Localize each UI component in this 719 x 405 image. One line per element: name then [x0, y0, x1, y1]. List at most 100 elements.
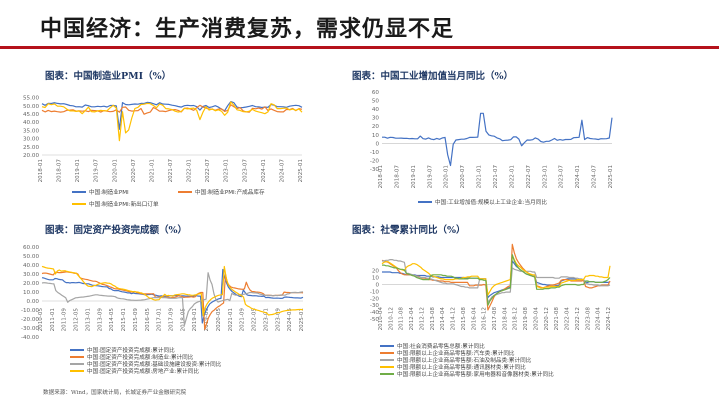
fai-xtick: 2021-01 — [228, 308, 234, 332]
pmi-xtick: 2022-01 — [187, 159, 193, 183]
retail-series-line-4 — [382, 254, 611, 306]
iva-ytick: -30 — [370, 167, 380, 173]
pmi-xtick: 2024-01 — [261, 159, 267, 183]
iva-xtick: 2021-01 — [477, 165, 483, 189]
fai-xtick: 2013-01 — [85, 308, 91, 332]
iva-xtick: 2024-07 — [592, 165, 598, 189]
fai-series-line-1 — [41, 271, 304, 331]
retail-ytick: -50 — [370, 317, 380, 323]
retail-panel-title: 图表：社零累计同比（%） — [352, 225, 466, 236]
iva-ytick: -10 — [370, 150, 380, 156]
pmi-ytick: 35.00 — [23, 128, 39, 134]
pmi-xtick: 2023-01 — [224, 159, 230, 183]
retail-xtick: 2013-08 — [430, 307, 436, 331]
title-divider — [0, 46, 719, 49]
iva-xtick: 2023-07 — [559, 165, 565, 189]
fai-ytick: 50.00 — [23, 254, 39, 260]
retail-series-line-0 — [382, 260, 611, 299]
retail-xtick: 2023-08 — [585, 307, 591, 331]
retail-xtick: 2012-12 — [419, 307, 425, 330]
pmi-legend-label: 中国:制造业PMI:新出口订单 — [89, 200, 159, 208]
fai-legend-label: 中国:固定资产投资完成额:房地产业:累计同比 — [87, 367, 199, 375]
retail-ytick: 0 — [375, 282, 379, 288]
pmi-series-line-0 — [41, 101, 303, 130]
fai-panel-title: 图表：固定资产投资完成额（%） — [45, 225, 188, 236]
iva-ytick: -20 — [370, 158, 380, 164]
retail-xtick: 2021-08 — [554, 307, 560, 331]
retail-xtick: 2014-12 — [451, 307, 457, 330]
fai-ytick: 0.00 — [27, 299, 40, 305]
pmi-series-line-2 — [41, 101, 303, 142]
fai-xtick: 2023-01 — [263, 308, 269, 332]
fai-xtick: 2021-09 — [240, 308, 246, 332]
iva-xtick: 2025-01 — [608, 165, 614, 189]
retail-ytick: 20 — [372, 269, 380, 275]
retail-xtick: 2024-12 — [606, 307, 612, 330]
pmi-panel-title: 图表：中国制造业PMI（%） — [45, 71, 172, 82]
pmi-ytick: 50.00 — [23, 104, 39, 110]
pmi-xtick: 2018-07 — [57, 159, 63, 183]
fai-xtick: 2024-05 — [287, 308, 293, 332]
fai-xtick: 2017-01 — [157, 308, 163, 332]
pmi-ytick: 40.00 — [23, 120, 39, 126]
fai-xtick: 2020-05 — [216, 308, 222, 332]
retail-legend-label: 中国:限额以上企业商品零售额:通讯器材类:累计同比 — [397, 363, 526, 371]
pmi-xtick: 2021-01 — [149, 159, 155, 183]
pmi-xtick: 2020-07 — [131, 159, 137, 183]
pmi-xtick: 2022-07 — [205, 159, 211, 183]
pmi-chart: 55.00 50.00 45.00 40.00 35.00 30.00 25.00 20.00… — [23, 96, 304, 208]
iva-ytick: 10 — [372, 133, 380, 139]
pmi-ytick: 55.00 — [23, 96, 39, 102]
iva-chart: 60 50 40 30 20 10 0 -10 -20 -30 2018-01 2018-07 2019… — [370, 90, 614, 206]
iva-xtick: 2023-01 — [542, 165, 548, 189]
iva-ytick: 60 — [372, 90, 380, 96]
pmi-xtick: 2025-01 — [298, 159, 304, 183]
iva-xtick: 2019-07 — [427, 165, 433, 189]
pmi-xtick: 2018-01 — [38, 159, 44, 183]
fai-ytick: -20.00 — [21, 317, 39, 323]
fai-xtick: 2011-01 — [50, 308, 56, 332]
retail-ytick: -10 — [370, 289, 380, 295]
retail-ytick: -30 — [370, 303, 380, 309]
retail-xtick: 2016-12 — [482, 307, 488, 330]
fai-ytick: -40.00 — [21, 335, 39, 341]
fai-xtick: 2022-05 — [252, 308, 258, 332]
fai-ytick: 20.00 — [23, 281, 39, 287]
retail-xtick: 2014-04 — [440, 307, 446, 331]
fai-xtick: 2015-01 — [121, 308, 127, 332]
pmi-xtick: 2023-07 — [242, 159, 248, 183]
pmi-ytick: 45.00 — [23, 112, 39, 118]
iva-ytick: 50 — [372, 99, 380, 105]
retail-legend-label: 中国:限额以上企业商品零售额:石油及制品类:累计同比 — [397, 356, 532, 364]
fai-xtick: 2014-05 — [109, 308, 115, 332]
iva-xtick: 2020-01 — [444, 165, 450, 189]
fai-xtick: 2023-09 — [275, 308, 281, 332]
fai-xtick: 2017-09 — [169, 308, 175, 332]
retail-ytick: -40 — [370, 310, 380, 316]
retail-xtick: 2012-04 — [409, 307, 415, 331]
fai-legend-label: 中国:固定资产投资完成额:基础设施建设投资:累计同比 — [87, 360, 222, 368]
pmi-xtick: 2021-07 — [168, 159, 174, 183]
iva-xtick: 2022-07 — [526, 165, 532, 189]
iva-xtick: 2021-07 — [493, 165, 499, 189]
iva-panel-title: 图表：中国工业增加值当月同比（%） — [352, 71, 514, 82]
retail-xtick: 2015-08 — [461, 307, 467, 331]
retail-legend-label: 中国:限额以上企业商品零售额:家用电器和音像器材类:累计同比 — [397, 370, 554, 378]
iva-xtick: 2019-01 — [411, 165, 417, 189]
fai-ytick: 10.00 — [23, 290, 39, 296]
retail-ytick: -20 — [370, 296, 380, 302]
fai-xtick: 2010-05 — [38, 308, 44, 332]
fai-xtick: 2019-01 — [192, 308, 198, 332]
iva-xtick: 2020-07 — [460, 165, 466, 189]
iva-xtick: 2018-07 — [394, 165, 400, 189]
fai-series-line-2 — [41, 272, 304, 326]
iva-series-line-0 — [382, 112, 613, 167]
pmi-xtick: 2024-07 — [279, 159, 285, 183]
iva-ytick: 40 — [372, 107, 380, 113]
iva-legend-label: 中国:工业增加值:规模以上工业企业:当月同比 — [435, 198, 547, 206]
retail-xtick: 2017-08 — [492, 307, 498, 331]
fai-legend-label: 中国:固定资产投资完成额:累计同比 — [87, 346, 175, 354]
retail-xtick: 2024-04 — [596, 307, 602, 331]
retail-xtick: 2010-12 — [388, 307, 394, 330]
